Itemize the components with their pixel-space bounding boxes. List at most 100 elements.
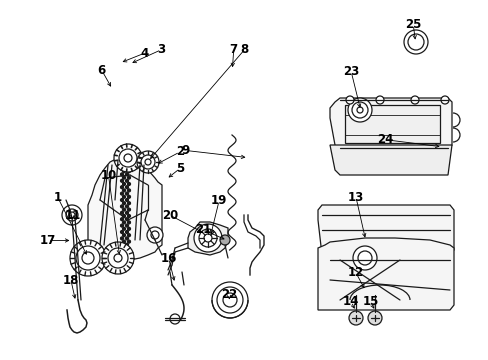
Circle shape: [120, 166, 123, 170]
Circle shape: [125, 186, 128, 189]
Polygon shape: [187, 222, 227, 255]
Circle shape: [125, 179, 128, 182]
Text: 7: 7: [229, 43, 237, 56]
Circle shape: [199, 229, 217, 247]
Circle shape: [120, 205, 123, 208]
Circle shape: [125, 224, 128, 227]
Circle shape: [122, 240, 125, 243]
Text: 10: 10: [100, 169, 117, 182]
Circle shape: [127, 195, 130, 198]
Circle shape: [122, 183, 125, 185]
Text: 12: 12: [347, 266, 364, 279]
Circle shape: [440, 96, 448, 104]
Circle shape: [217, 287, 243, 313]
Circle shape: [122, 234, 125, 237]
Bar: [345, 105, 439, 143]
Circle shape: [120, 179, 123, 182]
Circle shape: [122, 227, 125, 230]
Circle shape: [127, 208, 130, 211]
Text: 15: 15: [362, 295, 378, 308]
Circle shape: [70, 240, 106, 276]
Text: 4: 4: [140, 47, 148, 60]
Text: 16: 16: [160, 252, 177, 265]
Circle shape: [127, 240, 130, 243]
Circle shape: [125, 205, 128, 208]
Text: 9: 9: [182, 144, 189, 157]
Circle shape: [375, 96, 383, 104]
Circle shape: [62, 205, 82, 225]
Circle shape: [120, 173, 123, 176]
Circle shape: [127, 202, 130, 205]
Text: 23: 23: [342, 65, 359, 78]
Circle shape: [352, 246, 376, 270]
Circle shape: [120, 218, 123, 221]
Text: 8: 8: [240, 43, 248, 56]
Circle shape: [122, 176, 125, 179]
Circle shape: [347, 98, 371, 122]
Circle shape: [125, 218, 128, 221]
Circle shape: [114, 144, 142, 172]
Circle shape: [410, 96, 418, 104]
Circle shape: [120, 192, 123, 195]
Circle shape: [127, 227, 130, 230]
Circle shape: [122, 195, 125, 198]
Text: 17: 17: [40, 234, 56, 247]
Circle shape: [127, 215, 130, 217]
Circle shape: [212, 282, 247, 318]
Circle shape: [127, 176, 130, 179]
Circle shape: [76, 246, 100, 270]
Circle shape: [407, 34, 423, 50]
Circle shape: [122, 202, 125, 205]
Text: 5: 5: [176, 162, 183, 175]
Text: 24: 24: [376, 133, 393, 146]
Bar: [345, 115, 439, 135]
Circle shape: [120, 186, 123, 189]
Circle shape: [127, 221, 130, 224]
Text: 19: 19: [210, 194, 227, 207]
Circle shape: [403, 30, 427, 54]
Circle shape: [102, 242, 134, 274]
Circle shape: [127, 170, 130, 173]
Polygon shape: [317, 238, 453, 310]
Text: 6: 6: [98, 64, 105, 77]
Circle shape: [170, 314, 180, 324]
Polygon shape: [329, 145, 451, 175]
Circle shape: [346, 96, 353, 104]
Circle shape: [125, 230, 128, 234]
Polygon shape: [329, 98, 451, 150]
Circle shape: [220, 235, 229, 245]
Circle shape: [125, 211, 128, 214]
Circle shape: [348, 311, 362, 325]
Circle shape: [66, 209, 78, 221]
Circle shape: [122, 208, 125, 211]
Text: 18: 18: [62, 274, 79, 287]
Circle shape: [120, 230, 123, 234]
Circle shape: [120, 211, 123, 214]
Circle shape: [141, 155, 155, 169]
Text: 2: 2: [176, 145, 183, 158]
Circle shape: [82, 252, 94, 264]
Text: 14: 14: [342, 295, 359, 308]
Circle shape: [351, 102, 367, 118]
Text: 1: 1: [54, 191, 61, 204]
Circle shape: [125, 243, 128, 246]
Circle shape: [120, 237, 123, 240]
Text: 21: 21: [194, 223, 211, 236]
Circle shape: [147, 227, 163, 243]
Circle shape: [127, 234, 130, 237]
Text: 13: 13: [347, 191, 364, 204]
Text: 11: 11: [64, 209, 81, 222]
Circle shape: [108, 248, 128, 268]
Circle shape: [125, 173, 128, 176]
Circle shape: [122, 170, 125, 173]
Circle shape: [122, 221, 125, 224]
Polygon shape: [88, 156, 162, 260]
Circle shape: [122, 189, 125, 192]
Circle shape: [125, 166, 128, 170]
Circle shape: [125, 192, 128, 195]
Circle shape: [125, 237, 128, 240]
Circle shape: [137, 151, 159, 173]
Text: 20: 20: [162, 209, 178, 222]
Text: 25: 25: [404, 18, 421, 31]
Circle shape: [120, 243, 123, 246]
